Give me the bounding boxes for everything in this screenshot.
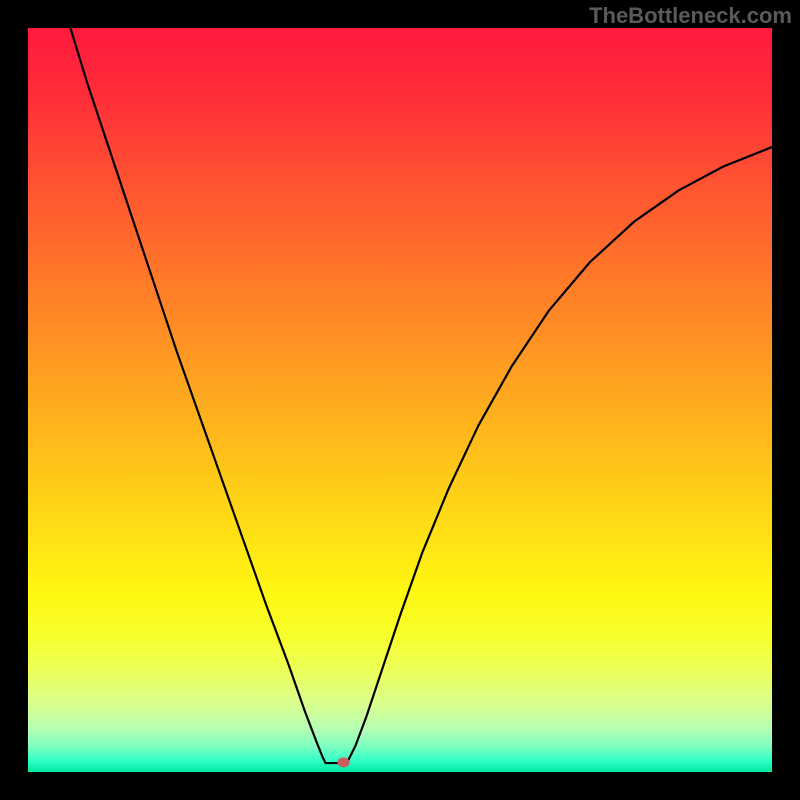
optimal-point-marker bbox=[337, 757, 349, 767]
bottleneck-chart: TheBottleneck.com bbox=[0, 0, 800, 800]
bottleneck-curve bbox=[70, 28, 772, 763]
curve-layer bbox=[28, 28, 772, 772]
watermark-text: TheBottleneck.com bbox=[589, 3, 792, 29]
plot-area bbox=[28, 28, 772, 772]
